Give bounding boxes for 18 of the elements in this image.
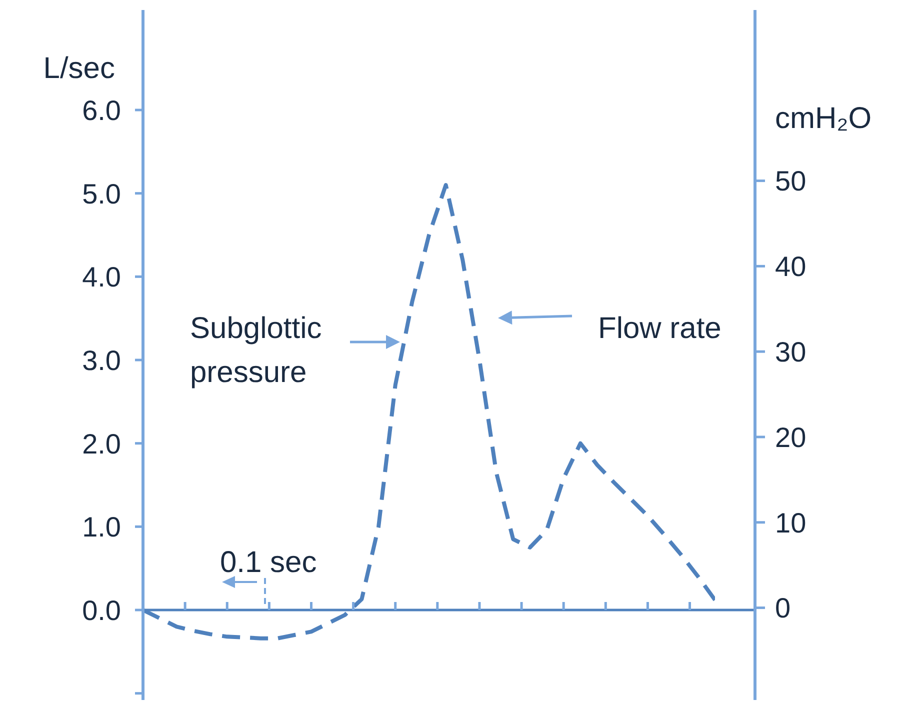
- y-tick-label: 0.0: [82, 594, 121, 626]
- y2-tick-label: 10: [775, 507, 806, 538]
- y-tick-label: 5.0: [82, 178, 121, 210]
- annotation: Subglottic pressure: [190, 312, 322, 389]
- y-tick-label: 4.0: [82, 262, 121, 293]
- y2-tick-label: 30: [775, 336, 806, 368]
- y2-axis-title: cmH₂O: [775, 102, 872, 135]
- y2-tick-label: 50: [775, 166, 806, 197]
- y-tick-label: 6.0: [82, 94, 121, 126]
- y2-tick-label: 0: [775, 592, 791, 624]
- y-tick-label: 3.0: [82, 344, 121, 376]
- y2-tick-label: 20: [775, 422, 806, 453]
- annotation: 0.1 sec: [220, 546, 317, 579]
- y-axis-title: L/sec: [43, 52, 115, 85]
- y-tick-label: 1.0: [82, 512, 121, 543]
- annotation: Flow rate: [598, 312, 722, 345]
- y-tick-label: 2.0: [82, 428, 121, 460]
- y2-tick-label: 40: [775, 251, 806, 282]
